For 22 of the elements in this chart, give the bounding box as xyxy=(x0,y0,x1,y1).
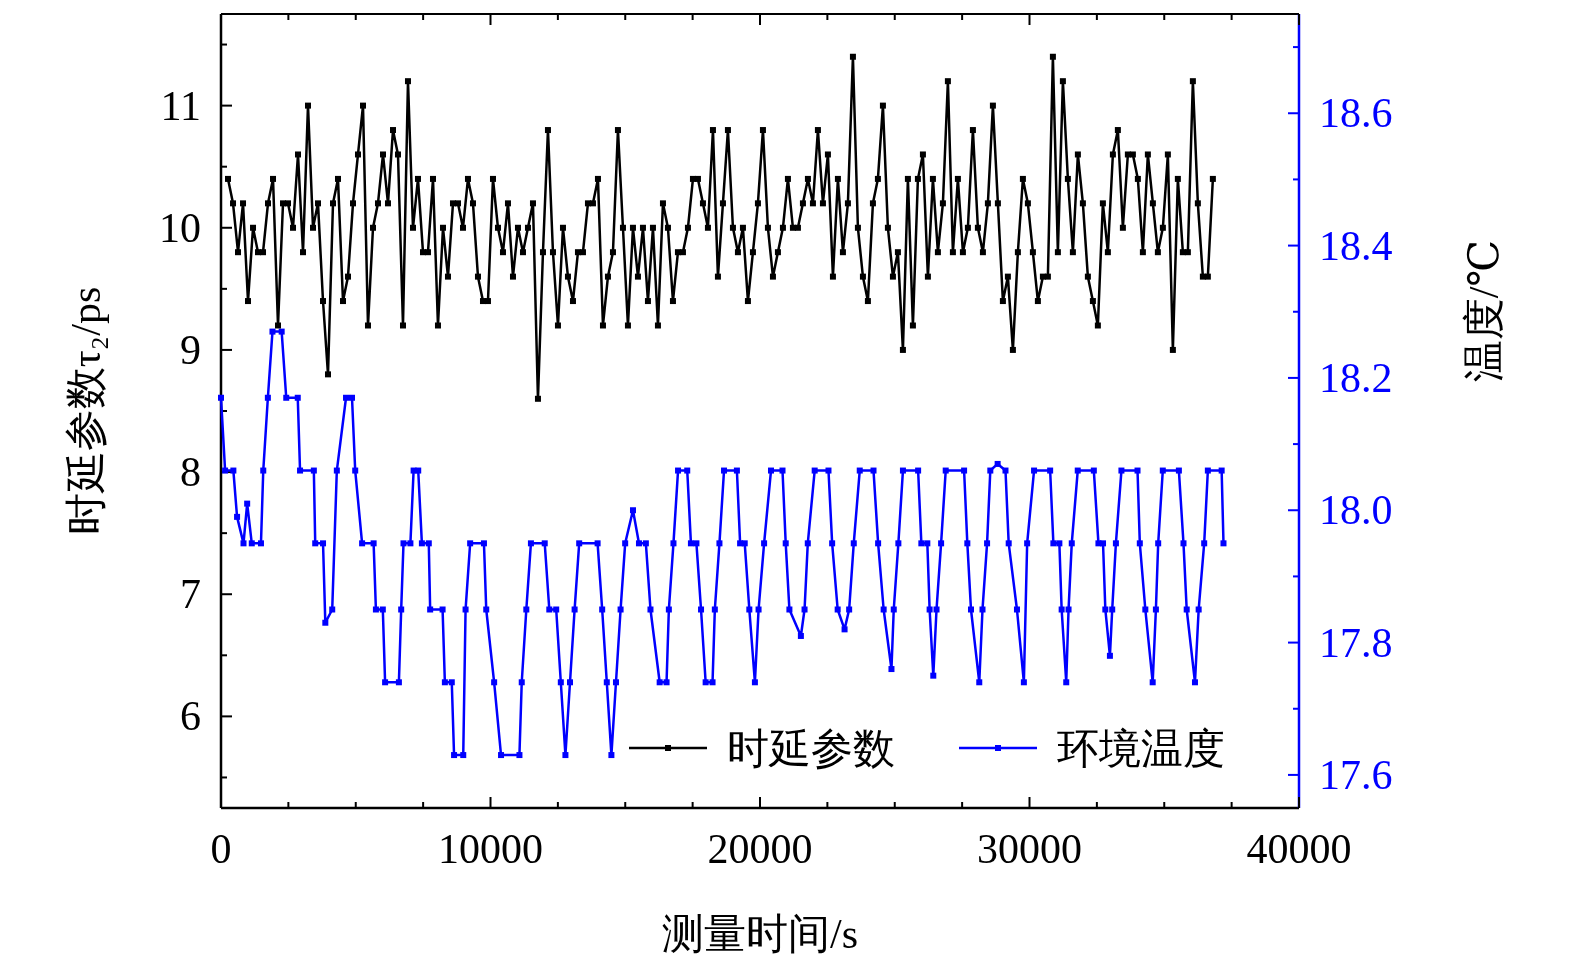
y-tick-label: 11 xyxy=(160,82,201,129)
legend-label: 环境温度 xyxy=(1057,726,1225,772)
x-tick-label: 40000 xyxy=(1246,826,1352,872)
y2-tick-label: 18.2 xyxy=(1319,354,1393,401)
y-tick-label: 6 xyxy=(180,693,201,740)
y2-tick-label: 18.0 xyxy=(1319,487,1393,534)
y-tick-label: 7 xyxy=(180,571,201,618)
x-axis-title: 测量时间/s xyxy=(661,911,859,957)
y-tick-label: 9 xyxy=(180,326,201,373)
x-tick-label: 10000 xyxy=(438,826,543,872)
legend-label: 时延参数 xyxy=(727,726,895,772)
y2-tick-label: 17.6 xyxy=(1319,751,1393,798)
x-tick-label: 20000 xyxy=(707,826,813,872)
x-tick-label: 30000 xyxy=(977,826,1082,872)
y2-tick-label: 18.4 xyxy=(1319,222,1393,269)
y-axis-title: 时延参数τ₂/ps xyxy=(63,286,109,536)
y2-tick-label: 18.6 xyxy=(1319,90,1393,137)
y-tick-label: 8 xyxy=(180,449,201,496)
x-tick-label: 0 xyxy=(210,826,232,872)
y-tick-label: 10 xyxy=(159,204,201,251)
y2-tick-label: 17.8 xyxy=(1319,619,1393,666)
y2-axis-title: 温度/℃ xyxy=(1461,239,1507,383)
